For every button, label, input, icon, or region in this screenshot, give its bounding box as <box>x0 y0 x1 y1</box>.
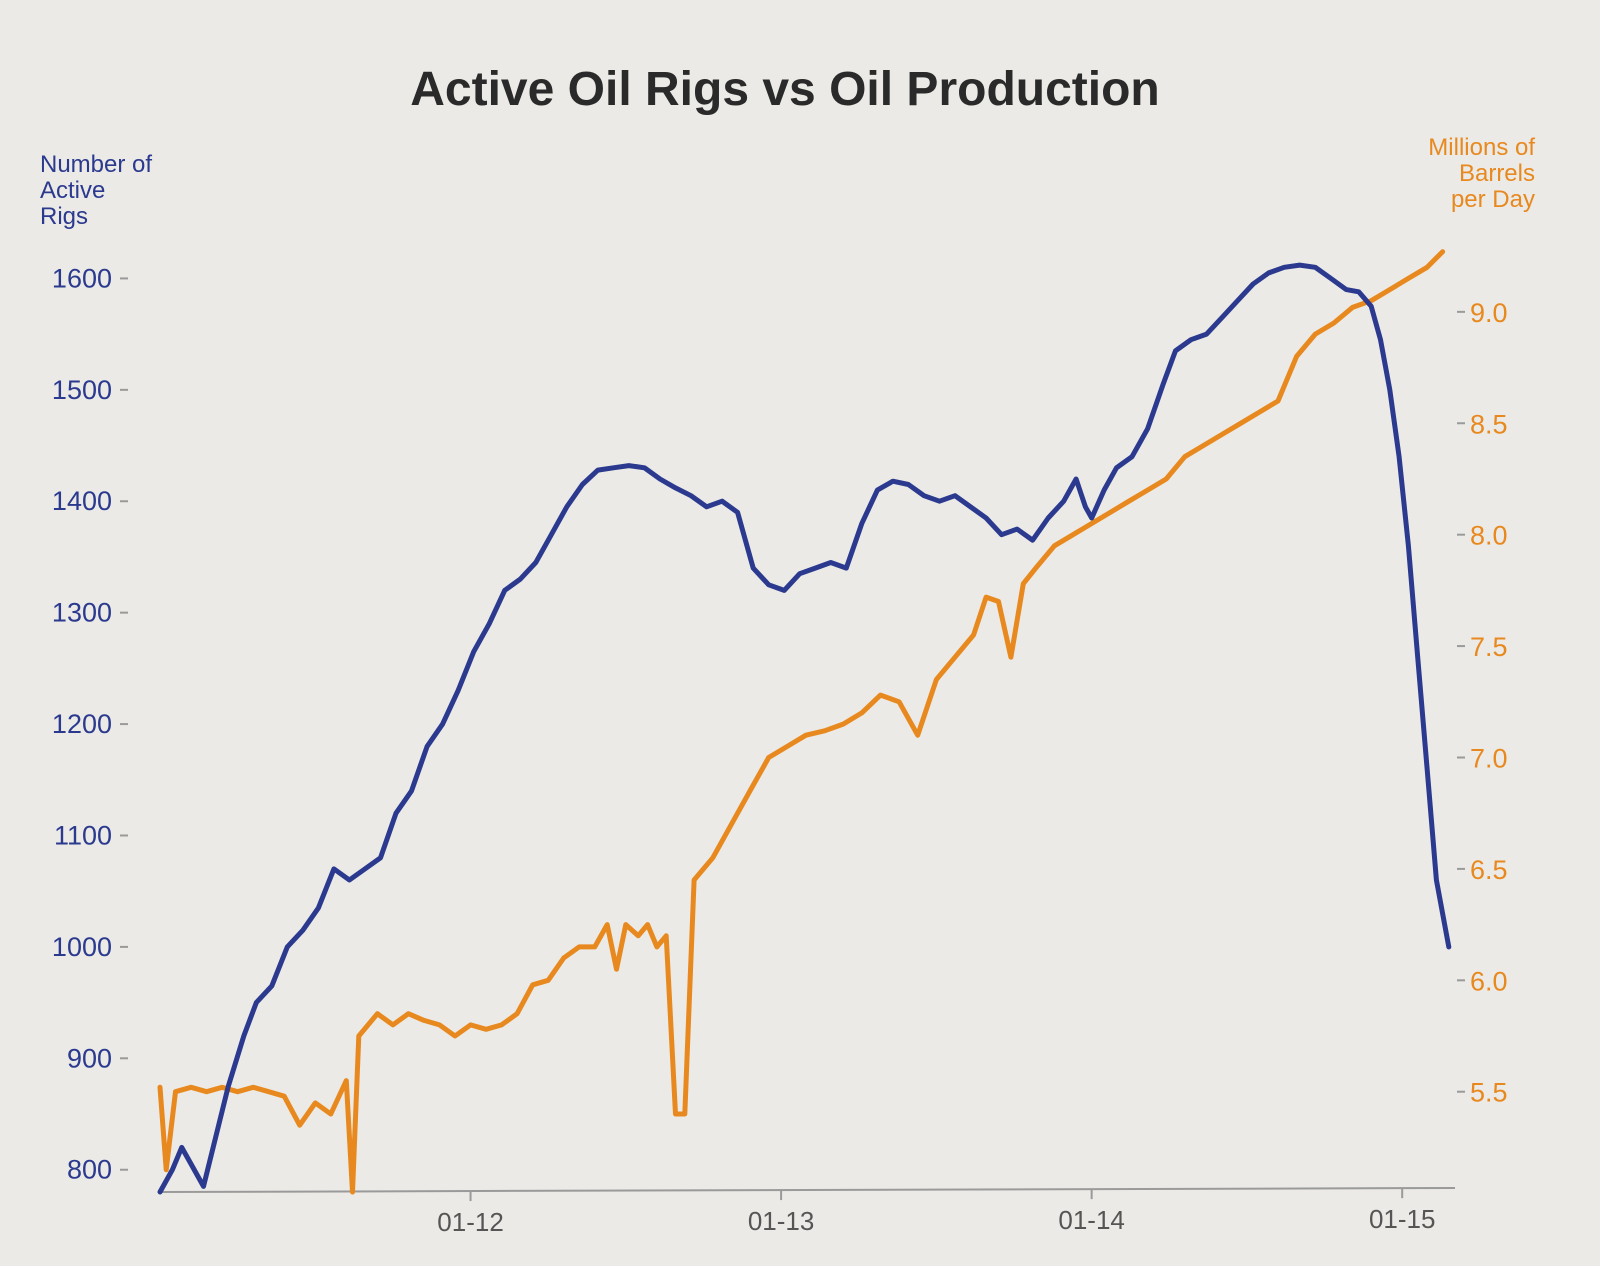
left-tick-label: 1000 <box>52 932 112 962</box>
right-tick-label: 8.0 <box>1470 521 1508 551</box>
x-tick-label: 01-12 <box>437 1207 504 1237</box>
left-tick-label: 800 <box>67 1155 112 1185</box>
left-tick-label: 1200 <box>52 709 112 739</box>
left-axis-label-line: Rigs <box>40 203 88 230</box>
production-series-line <box>157 249 1446 1195</box>
x-axis-line <box>159 1187 1456 1193</box>
x-tick-label: 01-13 <box>748 1206 815 1236</box>
right-tick-label: 9.0 <box>1470 298 1508 328</box>
left-tick-label: 1400 <box>52 486 112 516</box>
right-tick-label: 6.0 <box>1470 966 1508 996</box>
left-tick-label: 1500 <box>52 375 112 405</box>
right-tick-label: 6.5 <box>1470 855 1508 885</box>
right-axis-label-line: Barrels <box>1459 160 1535 187</box>
left-axis-label-line: Active <box>40 177 105 204</box>
x-tick-label: 01-15 <box>1369 1204 1436 1234</box>
right-tick-label: 7.0 <box>1470 743 1508 773</box>
axes: 800 900 1000 1100 1200 1300 1400 1500 1600 5.5 6.0… <box>52 263 1508 1237</box>
right-tick-label: 5.5 <box>1470 1078 1508 1108</box>
right-tick-label: 8.5 <box>1470 409 1508 439</box>
chart-title: Active Oil Rigs vs Oil Production <box>410 63 1159 116</box>
rigs-series-line <box>157 262 1452 1195</box>
right-tick-label: 7.5 <box>1470 632 1508 662</box>
right-axis-label-line: Millions of <box>1428 134 1535 161</box>
left-tick-label: 900 <box>67 1043 112 1073</box>
left-axis-label-line: Number of <box>40 151 152 178</box>
left-tick-label: 1300 <box>52 598 112 628</box>
left-tick-label: 1100 <box>54 820 112 850</box>
x-tick-label: 01-14 <box>1058 1205 1125 1235</box>
left-tick-label: 1600 <box>52 263 112 293</box>
right-axis-label-line: per Day <box>1451 186 1535 213</box>
series-layer <box>157 249 1452 1195</box>
